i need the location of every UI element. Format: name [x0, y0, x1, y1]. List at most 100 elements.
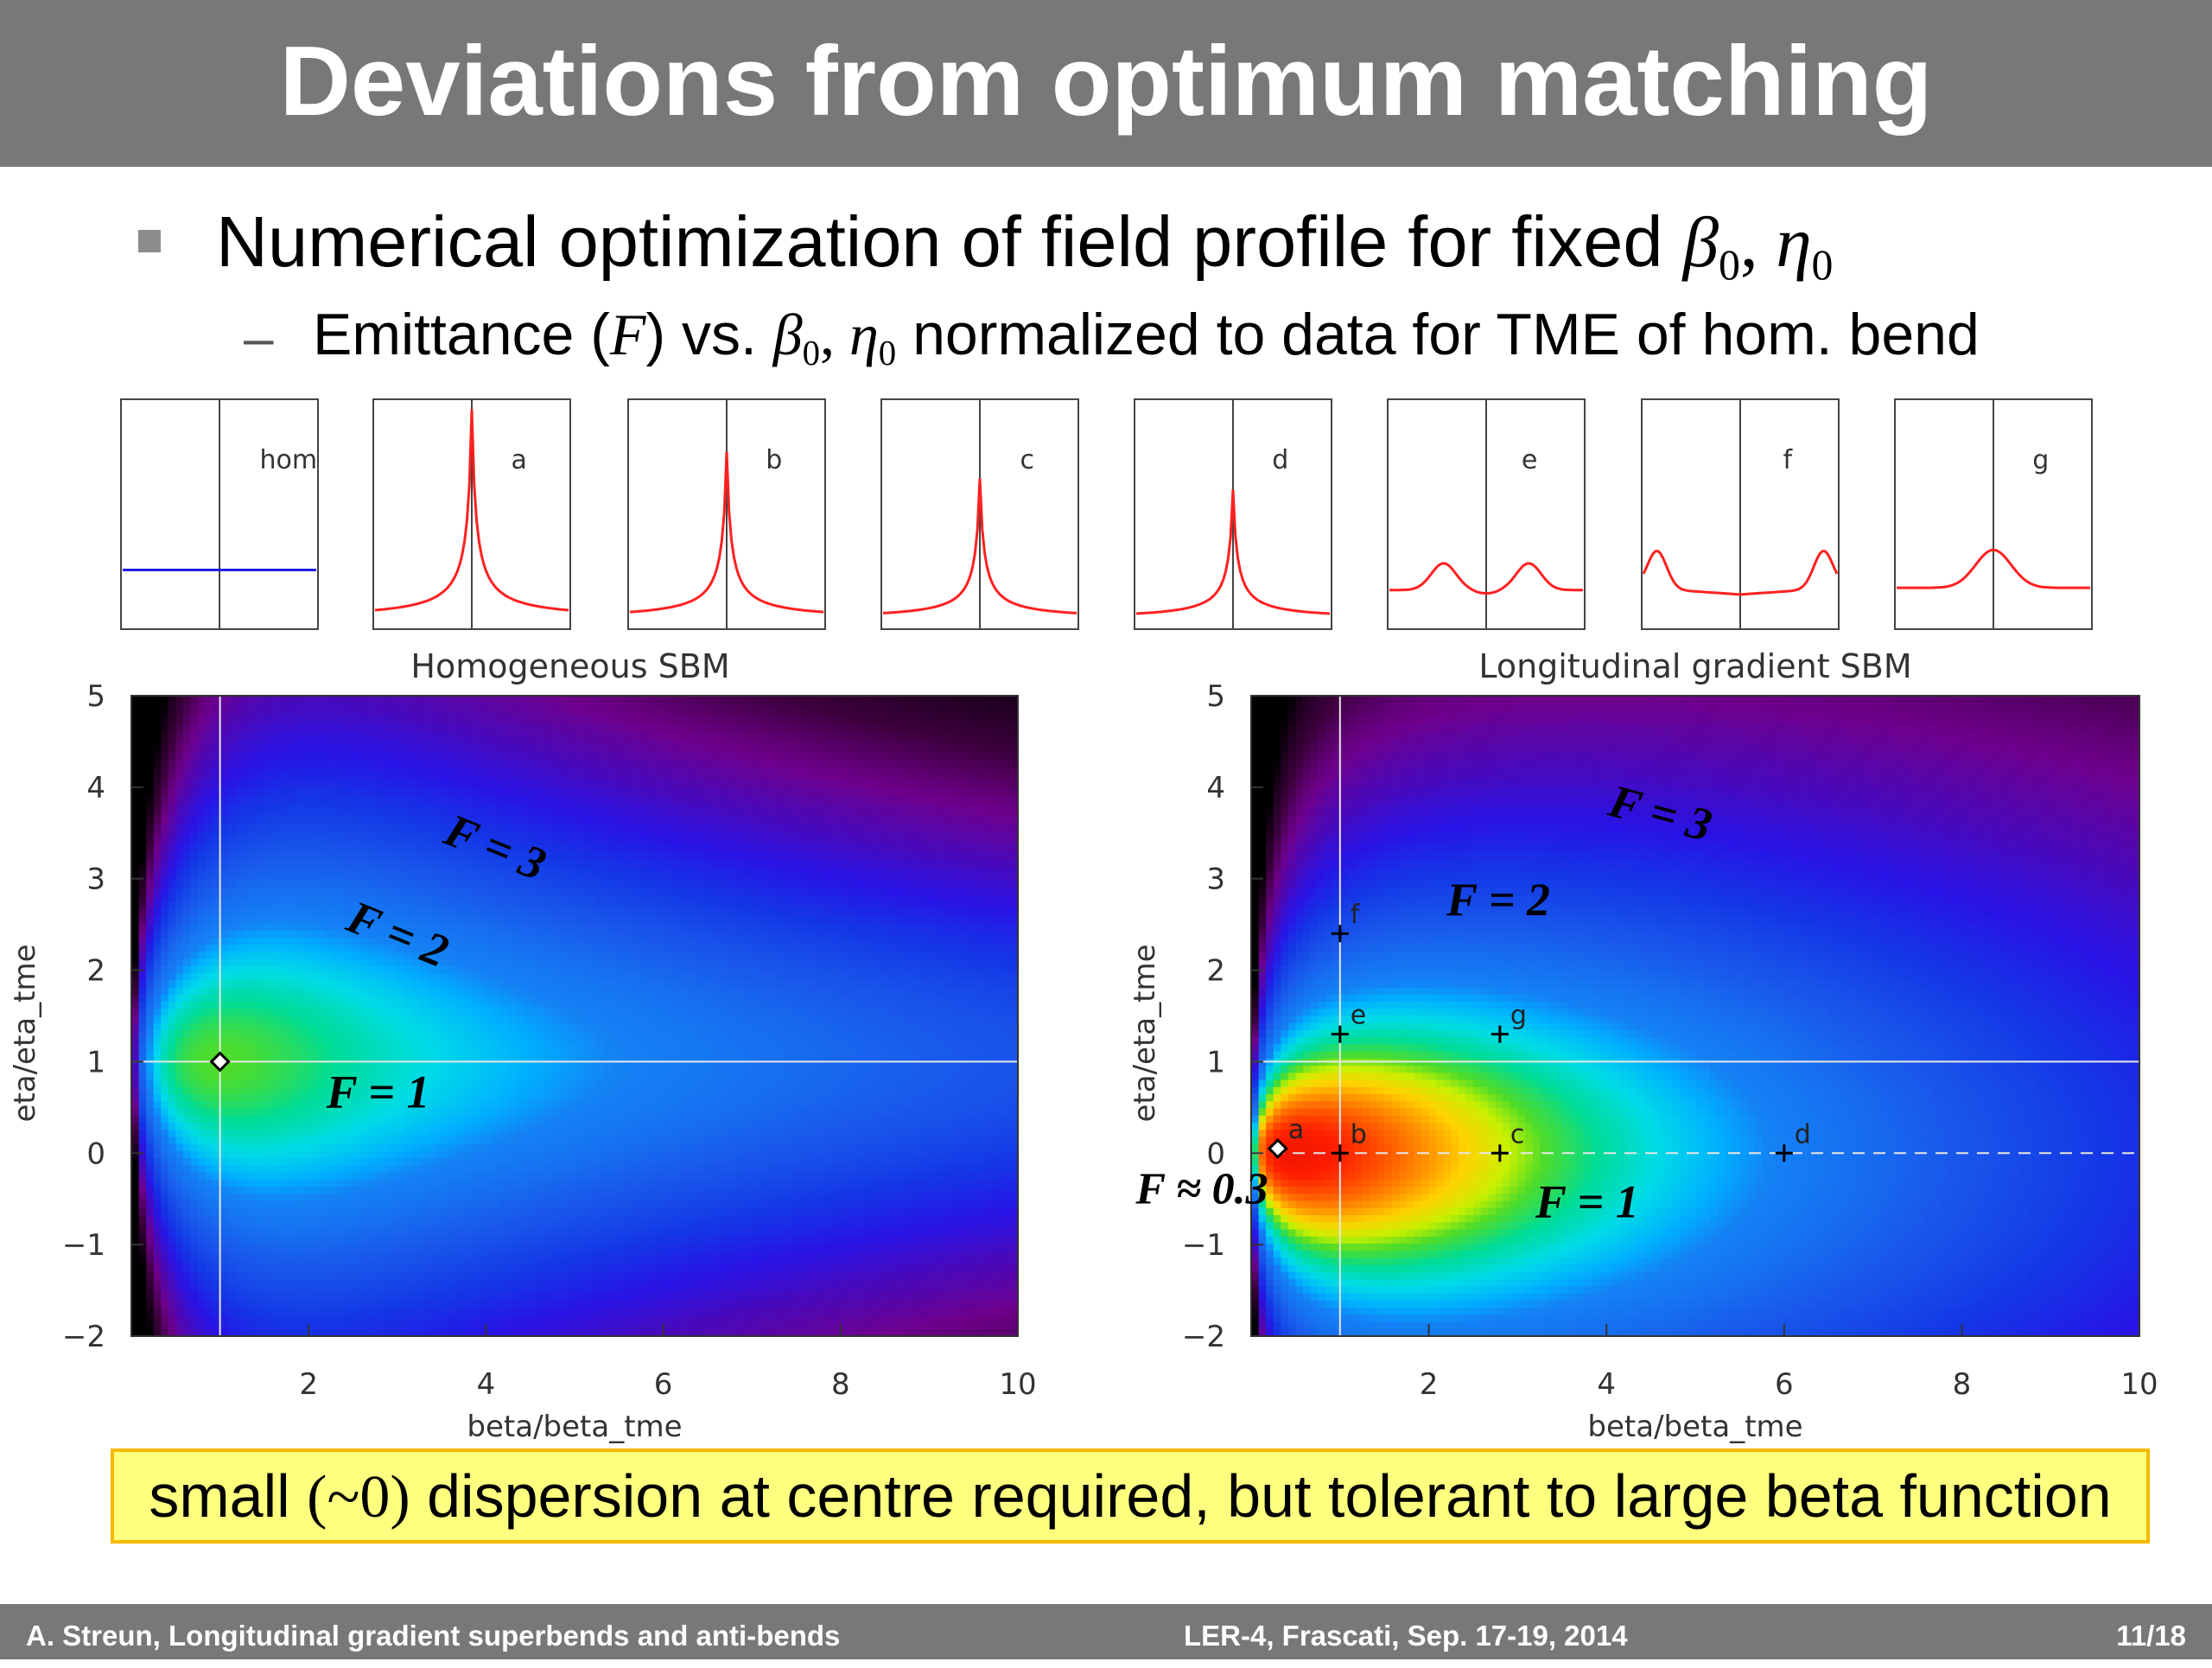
- contour-cell: [235, 795, 243, 803]
- contour-cell: [375, 1151, 383, 1159]
- contour-cell: [294, 1023, 302, 1031]
- contour-cell: [486, 1073, 493, 1080]
- contour-cell: [331, 1230, 339, 1238]
- contour-cell: [250, 1016, 257, 1024]
- contour-cell: [523, 1073, 531, 1080]
- contour-cell: [279, 1315, 287, 1322]
- contour-cell: [271, 1251, 279, 1258]
- contour-cell: [190, 1237, 198, 1245]
- contour-cell: [316, 1244, 324, 1251]
- contour-cell: [183, 1023, 191, 1031]
- contour-cell: [206, 895, 213, 903]
- contour-cell: [206, 1130, 213, 1137]
- contour-cell: [360, 824, 368, 831]
- contour-cell: [131, 1037, 139, 1045]
- contour-cell: [479, 1208, 486, 1216]
- contour-cell: [131, 895, 139, 903]
- contour-cell: [479, 1165, 486, 1173]
- contour-cell: [264, 938, 272, 945]
- contour-cell: [323, 916, 331, 924]
- contour-cell: [493, 1222, 501, 1230]
- contour-cell: [383, 774, 391, 782]
- contour-cell: [294, 831, 302, 838]
- contour-cell: [227, 1165, 235, 1173]
- contour-cell: [390, 1037, 397, 1045]
- contour-cell: [264, 1066, 272, 1073]
- contour-cell: [264, 724, 272, 732]
- contour-cell: [190, 1052, 198, 1060]
- contour-cell: [449, 1244, 457, 1251]
- contour-cell: [139, 1308, 147, 1315]
- contour-cell: [338, 1265, 346, 1273]
- contour-cell: [139, 867, 147, 875]
- contour-cell: [508, 703, 516, 710]
- contour-cell: [227, 1066, 235, 1073]
- contour-cell: [139, 1301, 147, 1308]
- contour-cell: [493, 1073, 501, 1080]
- contour-cell: [227, 1073, 235, 1080]
- contour-cell: [516, 923, 524, 931]
- contour-cell: [383, 845, 391, 853]
- contour-cell: [287, 1052, 295, 1060]
- contour-cell: [271, 824, 279, 831]
- contour-cell: [397, 703, 405, 710]
- contour-cell: [331, 753, 339, 761]
- contour-cell: [427, 1037, 435, 1045]
- contour-cell: [294, 895, 302, 903]
- contour-cell: [435, 1265, 442, 1273]
- contour-cell: [435, 1286, 442, 1294]
- contour-cell: [486, 710, 493, 717]
- contour-cell: [523, 803, 531, 811]
- contour-cell: [242, 1037, 250, 1045]
- contour-cell: [146, 803, 154, 811]
- contour-cell: [501, 952, 509, 959]
- contour-cell: [220, 731, 228, 739]
- contour-cell: [271, 959, 279, 967]
- contour-cell: [316, 774, 324, 782]
- contour-cell: [257, 916, 264, 924]
- contour-cell: [383, 696, 391, 703]
- contour-cell: [493, 1279, 501, 1287]
- contour-cell: [175, 888, 183, 895]
- contour-cell: [146, 1230, 154, 1238]
- contour-cell: [375, 1136, 383, 1144]
- contour-cell: [456, 795, 464, 803]
- contour-cell: [390, 838, 397, 846]
- contour-cell: [190, 988, 198, 996]
- contour-cell: [486, 888, 493, 895]
- contour-cell: [523, 1308, 531, 1315]
- contour-cell: [412, 845, 420, 853]
- contour-cell: [316, 1023, 324, 1031]
- contour-cell: [508, 909, 516, 917]
- contour-cell: [175, 1130, 183, 1137]
- contour-cell: [501, 902, 509, 910]
- contour-cell: [235, 1237, 243, 1245]
- contour-cell: [227, 859, 235, 867]
- contour-cell: [242, 810, 250, 818]
- contour-cell: [501, 710, 509, 717]
- contour-cell: [323, 888, 331, 895]
- contour-cell: [471, 1201, 479, 1209]
- contour-cell: [250, 1237, 257, 1245]
- contour-cell: [279, 1286, 287, 1294]
- contour-cell: [257, 859, 264, 867]
- contour-cell: [456, 1173, 464, 1181]
- contour-cell: [486, 1037, 493, 1045]
- contour-cell: [175, 1237, 183, 1245]
- contour-cell: [346, 1322, 353, 1330]
- contour-cell: [404, 1265, 412, 1273]
- contour-cell: [486, 1230, 493, 1238]
- contour-cell: [331, 1251, 339, 1258]
- contour-cell: [419, 788, 427, 796]
- contour-cell: [168, 1144, 176, 1152]
- contour-cell: [338, 1180, 346, 1187]
- contour-cell: [279, 945, 287, 952]
- contour-cell: [183, 1165, 191, 1173]
- contour-cell: [287, 703, 295, 710]
- contour-cell: [449, 1023, 457, 1031]
- contour-cell: [271, 1173, 279, 1181]
- profile-panel-e: e: [1388, 399, 1585, 629]
- contour-cell: [287, 767, 295, 774]
- contour-cell: [508, 1301, 516, 1308]
- contour-cell: [271, 1294, 279, 1302]
